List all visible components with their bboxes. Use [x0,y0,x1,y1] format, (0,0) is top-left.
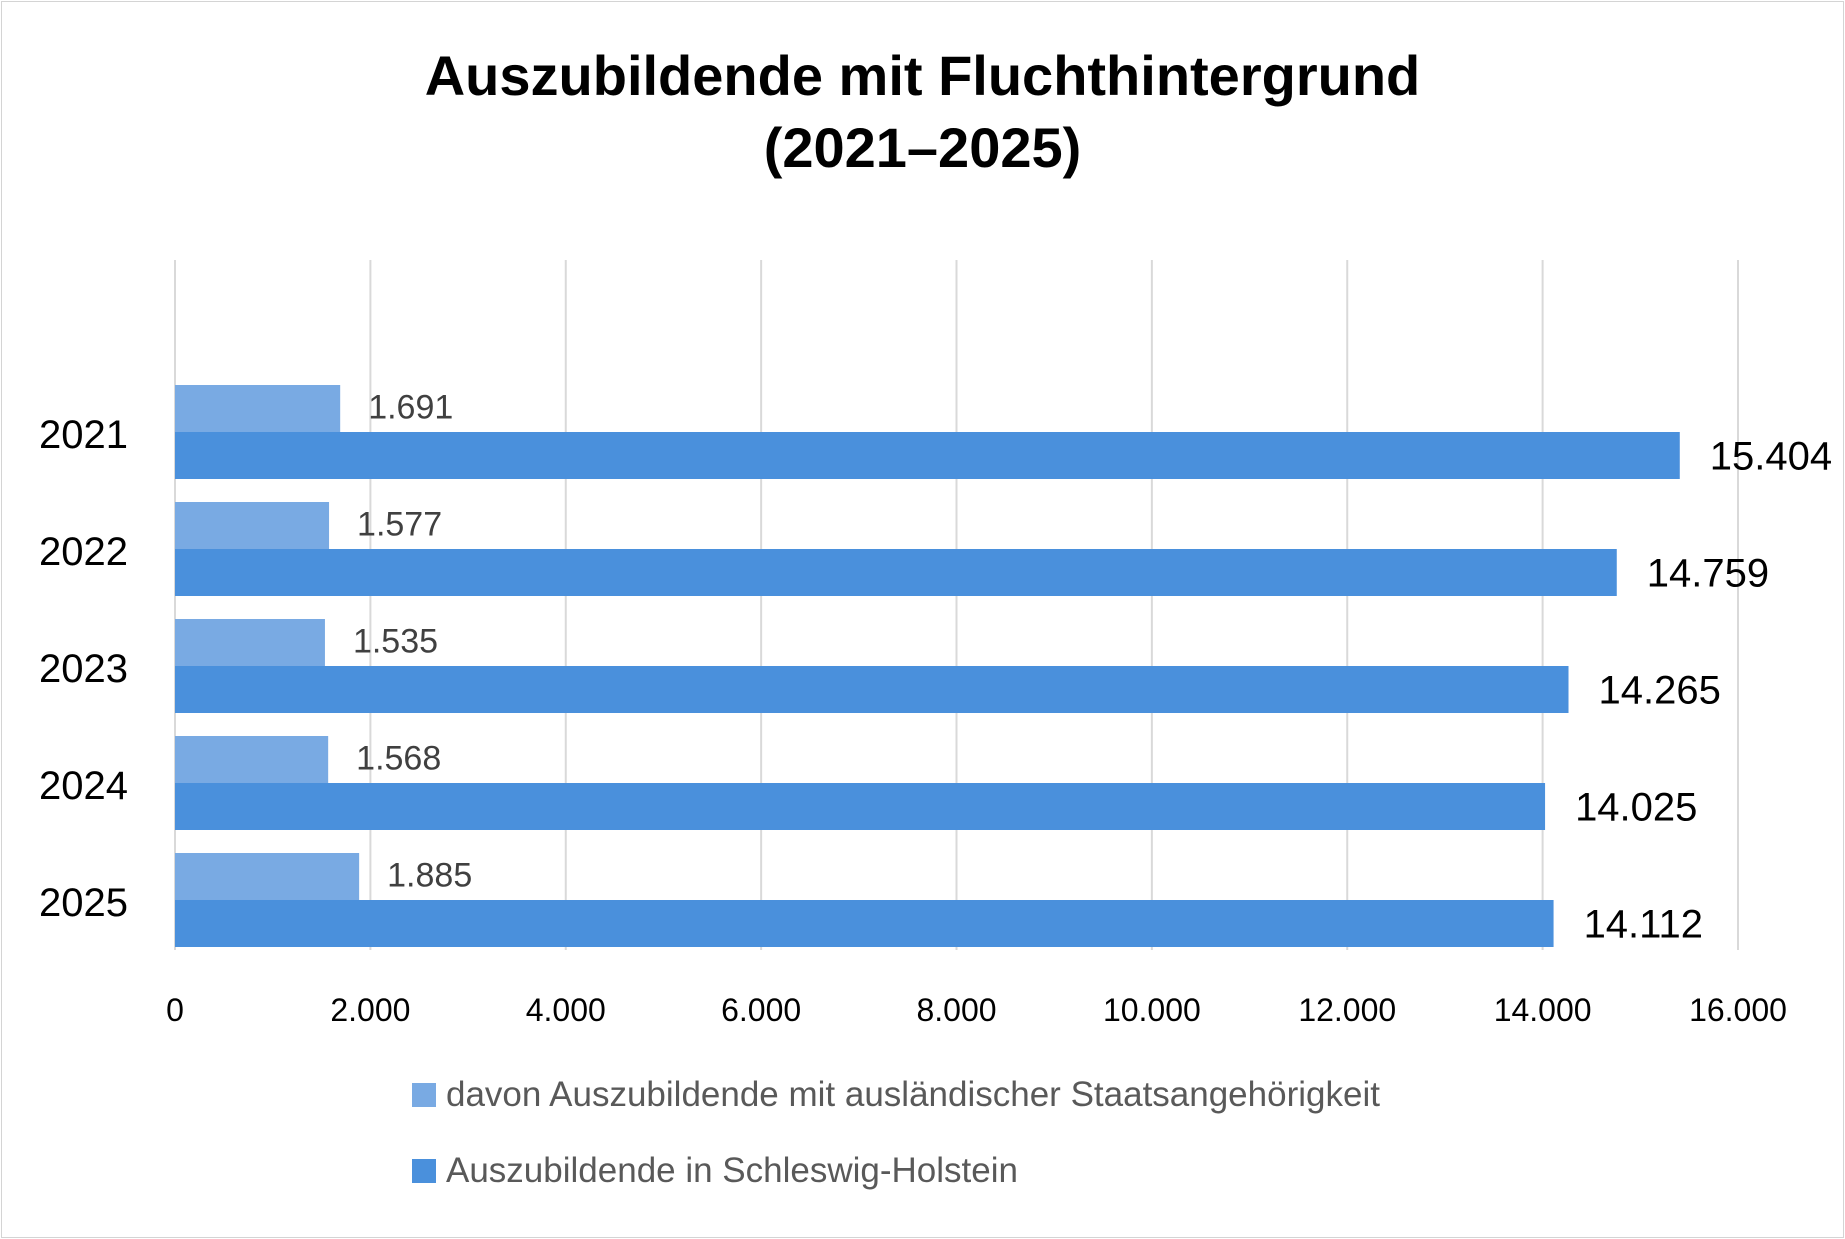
legend: davon Auszubildende mit ausländischer St… [412,1075,1380,1227]
chart-title: Auszubildende mit Fluchthintergrund (202… [0,40,1845,184]
data-label-total-2023: 14.265 [1599,669,1721,713]
legend-item-foreign: davon Auszubildende mit ausländischer St… [412,1075,1380,1115]
bar-foreign-2022 [175,502,330,549]
chart-title-line1: Auszubildende mit Fluchthintergrund [424,44,1421,107]
data-label-foreign-2021: 1.691 [368,389,453,427]
bar-total-2025 [175,900,1554,947]
legend-swatch-foreign [412,1083,436,1107]
y-category-label-2022: 2022 [39,530,128,574]
bar-foreign-2024 [175,736,329,783]
y-category-label-2023: 2023 [39,647,128,691]
x-tick-label-5: 10.000 [1103,992,1201,1028]
x-tick-label-4: 8.000 [916,992,996,1028]
bar-foreign-2021 [175,385,341,432]
y-category-label-2024: 2024 [39,764,128,808]
bar-total-2024 [175,783,1546,830]
bar-foreign-2025 [175,853,360,900]
data-label-total-2025: 14.112 [1584,903,1703,947]
chart-title-line2: (2021–2025) [763,116,1082,179]
legend-label-foreign: davon Auszubildende mit ausländischer St… [446,1075,1380,1114]
x-tick-label-2: 4.000 [526,992,606,1028]
x-tick-label-3: 6.000 [721,992,801,1028]
bar-foreign-2023 [175,619,325,666]
data-label-foreign-2023: 1.535 [353,623,438,661]
data-label-total-2021: 15.404 [1710,435,1832,479]
bar-total-2023 [175,666,1569,713]
x-tick-label-1: 2.000 [330,992,410,1028]
bar-total-2021 [175,432,1680,479]
legend-swatch-total [412,1159,436,1183]
x-tick-label-8: 16.000 [1689,992,1787,1028]
data-label-foreign-2025: 1.885 [387,857,472,895]
legend-label-total: Auszubildende in Schleswig-Holstein [446,1151,1018,1190]
data-label-total-2022: 14.759 [1647,552,1769,596]
data-label-foreign-2024: 1.568 [356,740,441,778]
data-label-total-2024: 14.025 [1575,786,1697,830]
data-label-foreign-2022: 1.577 [357,506,442,544]
x-tick-label-6: 12.000 [1298,992,1396,1028]
x-tick-label-0: 0 [166,992,184,1028]
x-tick-label-7: 14.000 [1494,992,1592,1028]
legend-item-total: Auszubildende in Schleswig-Holstein [412,1151,1380,1191]
bar-total-2022 [175,549,1617,596]
y-category-label-2025: 2025 [39,881,128,925]
y-category-label-2021: 2021 [39,413,128,457]
